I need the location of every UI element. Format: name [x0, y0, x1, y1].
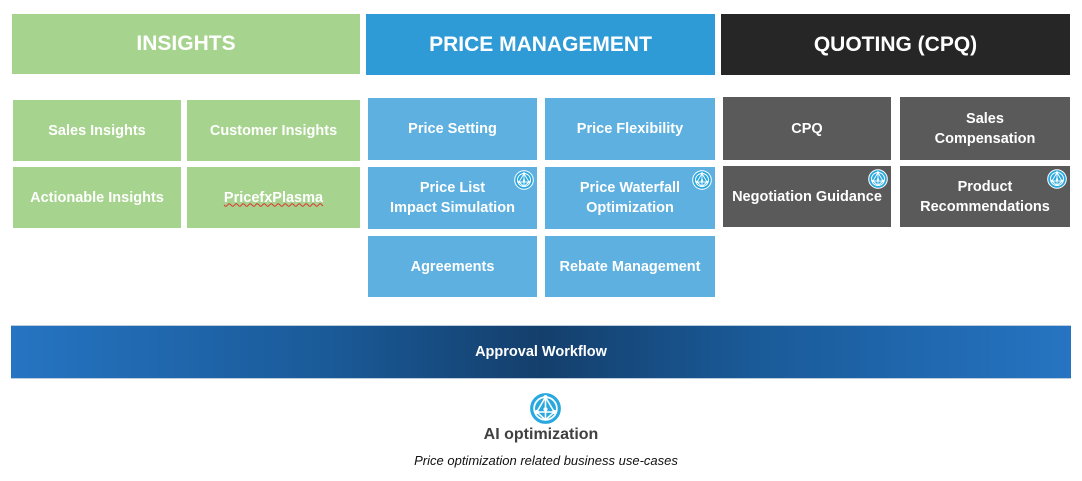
insights-header: INSIGHTS: [12, 14, 360, 74]
price-setting-box: Price Setting: [368, 98, 537, 160]
agreements-box: Agreements: [368, 236, 537, 297]
pricefxplasma-box: PricefxPlasma: [187, 167, 360, 228]
box-label: Price Waterfall Optimization: [579, 180, 681, 216]
ai-network-icon: [868, 169, 888, 189]
product-recommendations-box: Product Recommendations: [900, 166, 1070, 227]
pricefxplasma-label: PricefxPlasma: [223, 189, 324, 206]
ai-network-icon: [692, 170, 712, 190]
price-management-header: PRICE MANAGEMENT: [366, 14, 715, 75]
ai-network-icon: [528, 391, 563, 426]
quoting-header: QUOTING (CPQ): [721, 14, 1070, 75]
price-list-impact-simulation-box: Price List Impact Simulation: [368, 167, 537, 229]
price-flexibility-box: Price Flexibility: [545, 98, 715, 160]
legend-caption: Price optimization related business use-…: [414, 453, 678, 468]
customer-insights-box: Customer Insights: [187, 100, 360, 161]
approval-workflow-bar: Approval Workflow: [11, 325, 1071, 379]
negotiation-guidance-box: Negotiation Guidance: [723, 166, 891, 227]
ai-network-icon: [1047, 169, 1067, 189]
sales-compensation-box: Sales Compensation: [900, 97, 1070, 160]
sales-insights-box: Sales Insights: [13, 100, 181, 161]
box-label: Negotiation Guidance: [732, 188, 882, 205]
box-label: Product Recommendations: [920, 178, 1050, 215]
approval-workflow-label: Approval Workflow: [475, 344, 607, 360]
price-waterfall-optimization-box: Price Waterfall Optimization: [545, 167, 715, 229]
rebate-management-box: Rebate Management: [545, 236, 715, 297]
box-label: Price List Impact Simulation: [390, 180, 515, 216]
actionable-insights-box: Actionable Insights: [13, 167, 181, 228]
ai-network-icon: [514, 170, 534, 190]
cpq-box: CPQ: [723, 97, 891, 160]
legend-label: AI optimization: [483, 426, 599, 443]
